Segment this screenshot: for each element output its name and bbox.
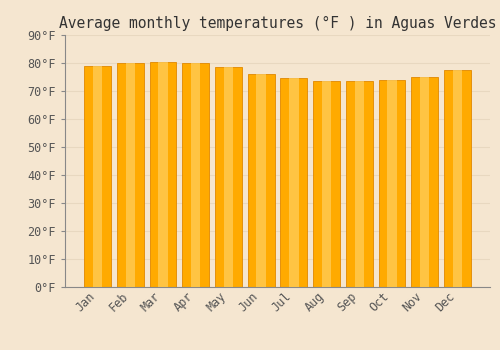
Bar — [289, 78, 298, 287]
Bar — [346, 81, 372, 287]
Bar — [191, 63, 200, 287]
Bar — [93, 66, 102, 287]
Bar — [158, 62, 168, 287]
Bar — [182, 63, 209, 287]
Bar — [215, 67, 242, 287]
Bar — [452, 70, 462, 287]
Bar — [378, 80, 406, 287]
Bar — [354, 81, 364, 287]
Bar — [313, 81, 340, 287]
Bar — [256, 74, 266, 287]
Bar — [248, 74, 274, 287]
Bar — [420, 77, 430, 287]
Bar — [411, 77, 438, 287]
Bar — [126, 63, 135, 287]
Bar — [150, 62, 176, 287]
Bar — [117, 63, 144, 287]
Bar — [387, 80, 396, 287]
Bar — [444, 70, 470, 287]
Bar — [280, 78, 307, 287]
Bar — [322, 81, 331, 287]
Title: Average monthly temperatures (°F ) in Aguas Verdes: Average monthly temperatures (°F ) in Ag… — [59, 16, 496, 31]
Bar — [224, 67, 233, 287]
Bar — [84, 66, 111, 287]
